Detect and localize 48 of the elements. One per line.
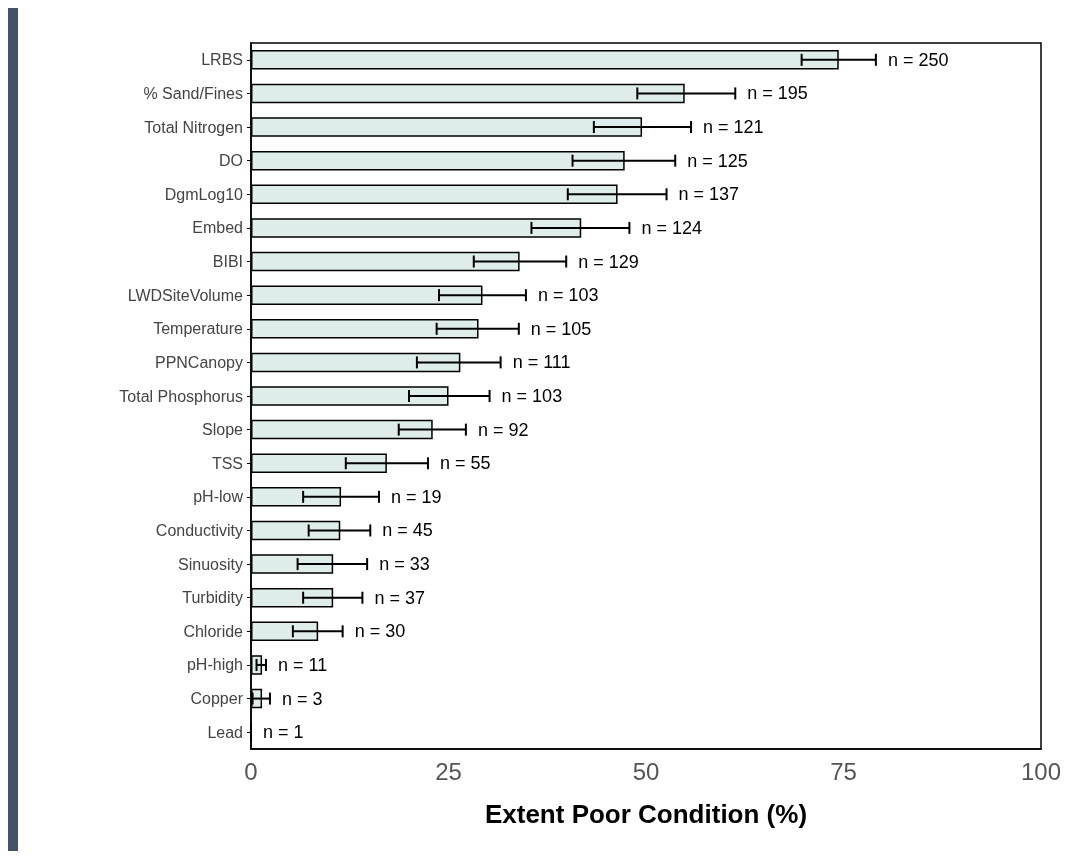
y-tick-label: LRBS [201,51,243,69]
annotation: n = 103 [537,285,599,306]
y-tick-label: pH-low [193,488,244,506]
x-tick-label: 0 [244,757,258,785]
y-tick-label: pH-high [186,656,243,674]
annotation: n = 37 [374,587,425,608]
y-tick-label: % Sand/Fines [143,84,243,102]
annotation: n = 11 [278,654,328,675]
annotation: n = 125 [687,150,748,171]
y-tick-label: Copper [190,690,244,708]
y-tick-label: DO [219,152,243,170]
x-tick-label: 25 [435,757,462,785]
annotation: n = 30 [354,621,406,642]
y-tick-label: DgmLog10 [164,185,244,203]
annotation: n = 250 [887,49,949,70]
y-tick-label: Slope [202,421,244,439]
annotation: n = 3 [281,688,323,709]
x-tick-label: 75 [830,757,857,785]
annotation: n = 45 [382,520,433,541]
y-tick-label: Lead [207,723,243,741]
y-tick-label: Conductivity [155,521,243,539]
x-tick-label: 100 [1020,757,1062,785]
annotation: n = 103 [501,386,563,406]
annotation: n = 111 [512,352,571,373]
annotation: n = 195 [747,83,808,104]
annotation: n = 1 [263,722,304,743]
y-tick-label: Total Nitrogen [144,118,243,136]
y-tick-label: Turbidity [182,589,243,607]
y-tick-label: Sinuosity [178,555,243,573]
annotation: n = 124 [641,217,702,238]
x-tick-label: 50 [632,757,660,785]
annotation: n = 92 [477,419,529,440]
y-tick-label: BIBI [212,253,243,271]
y-tick-label: Embed [192,219,243,237]
y-tick-label: Temperature [153,320,244,338]
y-tick-label: Total Phosphorus [119,387,243,405]
y-tick-label: TSS [211,454,243,472]
y-tick-label: LWDSiteVolume [127,286,244,304]
annotation: n = 33 [379,554,430,575]
annotation: n = 137 [678,184,740,205]
y-tick-label: Chloride [183,622,244,640]
annotation: n = 19 [390,486,442,507]
annotation: n = 121 [703,117,764,138]
annotation: n = 55 [439,453,491,474]
x-axis-title: Extent Poor Condition (%) [484,799,808,829]
annotation: n = 129 [578,251,639,272]
annotation: n = 105 [530,318,592,339]
y-tick-label: PPNCanopy [154,353,243,371]
